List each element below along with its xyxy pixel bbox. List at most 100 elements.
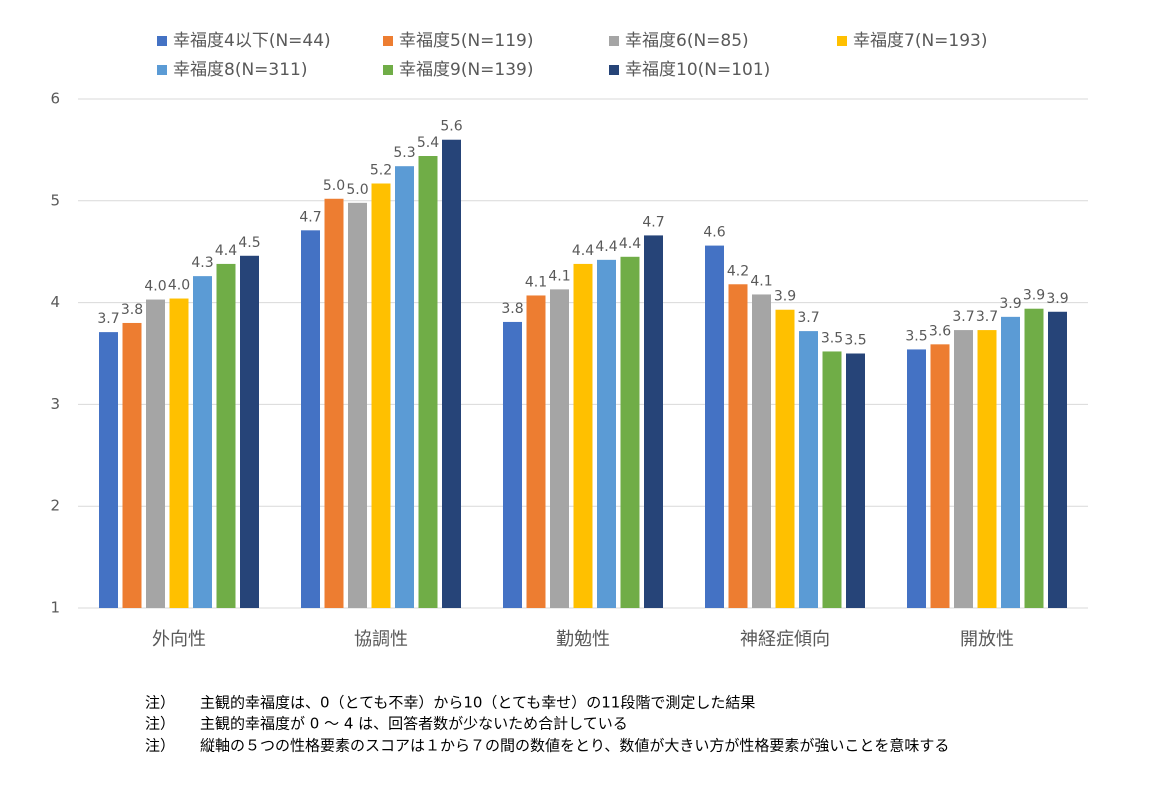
legend-swatch [157,65,167,75]
value-label: 3.5 [821,330,843,346]
value-label: 3.7 [976,309,998,325]
value-label: 4.4 [595,239,617,255]
bar [301,230,320,608]
x-tick-label: 協調性 [354,629,408,650]
bar [146,299,165,608]
y-tick-label: 5 [50,191,60,209]
legend-label: 幸福度6(N=85) [625,31,749,51]
bar [216,263,236,608]
value-label: 4.5 [238,235,260,251]
bar [1001,316,1020,608]
bar [99,332,118,608]
bar [418,156,438,608]
value-label: 5.0 [323,178,345,194]
bar [930,344,950,608]
value-label: 3.9 [1046,291,1068,307]
value-label: 4.7 [642,214,664,230]
bar [752,294,771,608]
bar [550,289,569,608]
x-tick-label: 外向性 [152,629,206,650]
value-label: 3.5 [905,328,927,344]
bar [169,298,189,608]
value-label: 3.7 [797,310,819,326]
bar [573,263,593,608]
bar [324,198,344,608]
note-mark: 注） [145,715,175,733]
bar [193,276,212,608]
legend-swatch [383,36,393,46]
note-text: 主観的幸福度は、0（とても不幸）から10（とても幸せ）の11段階で測定した結果 [200,694,755,712]
value-label: 3.7 [952,309,974,325]
value-label: 3.8 [501,301,523,317]
value-label: 3.8 [121,302,143,318]
legend-swatch [609,36,619,46]
bar [395,166,414,609]
y-tick-label: 4 [50,293,60,311]
bar [503,321,522,608]
y-tick-label: 6 [50,90,60,108]
bar [644,235,663,609]
value-label: 4.1 [548,268,570,284]
bar [1024,308,1044,608]
bar [371,183,391,608]
value-label: 4.4 [619,236,641,252]
value-label: 4.0 [168,278,190,294]
note-text: 主観的幸福度が 0 ～ 4 は、回答者数が少ないため合計している [200,715,628,733]
y-tick-label: 1 [50,599,60,617]
bar [597,259,616,608]
bar [799,331,818,608]
bar [846,353,865,608]
bar [620,256,640,608]
value-label: 4.3 [191,255,213,271]
value-label: 5.0 [346,182,368,198]
bar [907,349,926,608]
value-label: 5.4 [417,135,439,151]
bar [526,295,546,608]
value-label: 3.9 [999,296,1021,312]
bar [442,139,461,608]
value-label: 3.7 [97,311,119,327]
legend-label: 幸福度10(N=101) [625,60,770,80]
legend-label: 幸福度9(N=139) [399,60,534,80]
value-label: 4.1 [750,273,772,289]
x-tick-label: 勤勉性 [556,629,610,650]
value-label: 4.1 [525,274,547,290]
x-tick-label: 開放性 [960,629,1014,650]
y-tick-label: 3 [50,395,60,413]
value-label: 5.2 [370,162,392,178]
value-label: 4.6 [703,225,725,241]
note-text: 縦軸の５つの性格要素のスコアは１から７の間の数値をとり、数値が大きい方が性格要素… [200,737,949,755]
legend-label: 幸福度8(N=311) [173,60,308,80]
bar [1048,311,1067,608]
value-label: 4.4 [215,243,237,259]
bar [822,351,842,608]
y-tick-label: 2 [50,497,60,515]
legend-swatch [157,36,167,46]
bar [240,255,259,608]
legend-label: 幸福度7(N=193) [853,31,988,51]
value-label: 4.4 [572,243,594,259]
legend-label: 幸福度4以下(N=44) [173,31,331,51]
legend-label: 幸福度5(N=119) [399,31,534,51]
legend-swatch [383,65,393,75]
value-label: 3.9 [1023,288,1045,304]
value-label: 4.7 [299,209,321,225]
value-label: 3.5 [844,333,866,349]
bar [775,309,795,608]
note-mark: 注） [145,694,175,712]
value-label: 3.9 [774,289,796,305]
bar [728,284,748,608]
value-label: 3.6 [929,323,951,339]
bar [122,322,142,608]
value-label: 4.0 [144,279,166,295]
value-label: 5.6 [440,119,462,135]
value-label: 4.2 [727,263,749,279]
value-label: 5.3 [393,145,415,161]
bar [705,245,724,609]
bar [954,330,973,608]
legend-swatch [837,36,847,46]
x-tick-label: 神経症傾向 [740,629,830,650]
bar [348,202,367,608]
note-mark: 注） [145,737,175,755]
